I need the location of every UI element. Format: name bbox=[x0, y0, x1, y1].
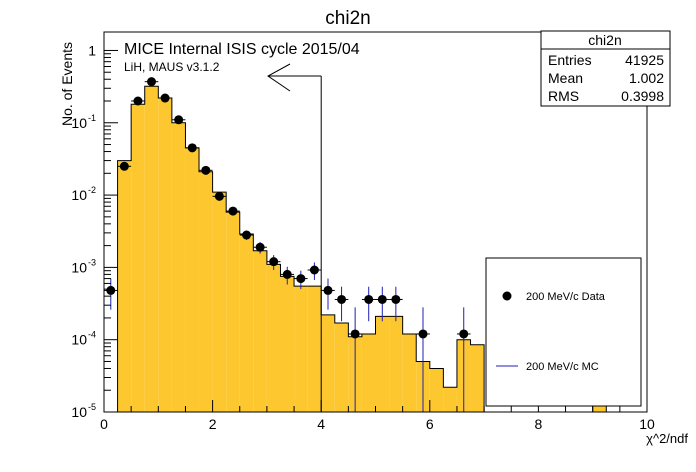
data-point bbox=[391, 294, 401, 304]
mc-bar bbox=[239, 233, 254, 412]
stats-label-entries: Entries bbox=[548, 52, 592, 68]
data-point bbox=[187, 143, 197, 153]
x-tick-label: 8 bbox=[535, 416, 543, 432]
y-tick-label: 10 bbox=[71, 187, 87, 203]
y-tick-label: 10 bbox=[71, 404, 87, 420]
data-point bbox=[350, 329, 360, 339]
annotation-sub: LiH, MAUS v3.1.2 bbox=[124, 60, 220, 74]
data-point bbox=[119, 161, 129, 171]
data-point bbox=[418, 329, 428, 339]
stats-box-frame bbox=[540, 30, 671, 107]
data-point bbox=[174, 115, 184, 125]
chart-title: chi2n bbox=[325, 8, 370, 29]
stats-box: chi2n Entries 41925 Mean 1.002 RMS 0.399… bbox=[540, 30, 671, 107]
legend: 200 MeV/c Data 200 MeV/c MC bbox=[485, 257, 642, 407]
mc-bar bbox=[470, 344, 485, 412]
annotation-main: MICE Internal ISIS cycle 2015/04 bbox=[124, 41, 360, 58]
data-point bbox=[282, 269, 292, 279]
y-tick-exponent: -2 bbox=[88, 185, 96, 195]
data-point bbox=[228, 206, 238, 216]
y-tick-exponent: -4 bbox=[88, 330, 96, 340]
mc-bar bbox=[389, 316, 403, 412]
mc-bar bbox=[592, 401, 607, 412]
data-point bbox=[296, 274, 306, 284]
stats-value-entries: 41925 bbox=[625, 52, 664, 68]
mc-bar bbox=[212, 192, 227, 412]
mc-bar bbox=[321, 314, 335, 412]
data-points bbox=[104, 77, 471, 412]
mc-bar bbox=[185, 147, 200, 412]
mc-bar bbox=[294, 286, 308, 412]
data-point bbox=[255, 242, 265, 252]
legend-frame bbox=[485, 257, 642, 407]
mc-bar bbox=[226, 212, 240, 412]
stats-value-rms: 0.3998 bbox=[621, 88, 664, 104]
x-tick-label: 10 bbox=[639, 416, 655, 432]
mc-outline bbox=[104, 85, 607, 413]
y-axis-label: No. of Events bbox=[59, 42, 75, 126]
stats-value-mean: 1.002 bbox=[629, 70, 664, 86]
mc-bar bbox=[266, 264, 281, 412]
mc-bar bbox=[131, 104, 145, 412]
mc-bar bbox=[280, 276, 295, 412]
data-point bbox=[160, 93, 170, 103]
mc-bar bbox=[307, 286, 322, 412]
x-tick-label: 0 bbox=[100, 416, 108, 432]
data-point bbox=[364, 294, 374, 304]
mc-bar bbox=[429, 368, 444, 412]
data-point bbox=[214, 191, 224, 201]
data-point bbox=[309, 265, 319, 275]
data-point bbox=[459, 329, 469, 339]
mc-bar bbox=[443, 387, 457, 412]
stats-box-title: chi2n bbox=[588, 32, 621, 48]
y-axis: 10 -510 -410 -310 -210 -11 bbox=[71, 42, 118, 420]
y-tick-label: 10 bbox=[71, 115, 87, 131]
mc-bar bbox=[158, 98, 172, 412]
data-point bbox=[133, 96, 143, 106]
x-axis: 0 2 4 6 8 10 bbox=[100, 400, 655, 432]
mc-bar bbox=[171, 122, 186, 412]
data-point bbox=[269, 257, 279, 267]
y-tick-label: 10 bbox=[71, 332, 87, 348]
y-tick-exponent: -5 bbox=[88, 402, 96, 412]
x-axis-label: χ^2/ndf bbox=[646, 431, 688, 446]
mc-histogram bbox=[104, 85, 607, 413]
stats-label-mean: Mean bbox=[548, 70, 583, 86]
y-tick-exponent: -1 bbox=[88, 113, 96, 123]
x-tick-label: 2 bbox=[209, 416, 217, 432]
mc-bar bbox=[375, 316, 390, 412]
legend-data-label: 200 MeV/c Data bbox=[526, 291, 606, 303]
y-tick-exponent: -3 bbox=[88, 257, 96, 267]
data-point bbox=[201, 165, 211, 175]
data-point bbox=[377, 294, 387, 304]
cut-line-group bbox=[267, 63, 322, 412]
mc-bar bbox=[117, 160, 132, 412]
legend-data-marker bbox=[502, 291, 512, 301]
data-point bbox=[106, 285, 116, 295]
data-point bbox=[242, 230, 252, 240]
data-point bbox=[323, 285, 333, 295]
mc-bar bbox=[334, 323, 349, 412]
mc-bar bbox=[144, 86, 159, 412]
mc-bar bbox=[199, 171, 213, 412]
x-tick-label: 4 bbox=[317, 416, 325, 432]
data-point bbox=[147, 77, 157, 87]
x-tick-label: 6 bbox=[426, 416, 434, 432]
cut-arrow-head bbox=[267, 63, 291, 92]
y-tick-label: 10 bbox=[71, 259, 87, 275]
mc-bar bbox=[253, 250, 267, 412]
mc-bar bbox=[361, 333, 376, 412]
y-tick-label: 1 bbox=[88, 42, 96, 58]
data-point bbox=[337, 294, 347, 304]
mc-bar bbox=[402, 333, 417, 412]
legend-mc-label: 200 MeV/c MC bbox=[526, 361, 599, 373]
stats-label-rms: RMS bbox=[548, 88, 579, 104]
